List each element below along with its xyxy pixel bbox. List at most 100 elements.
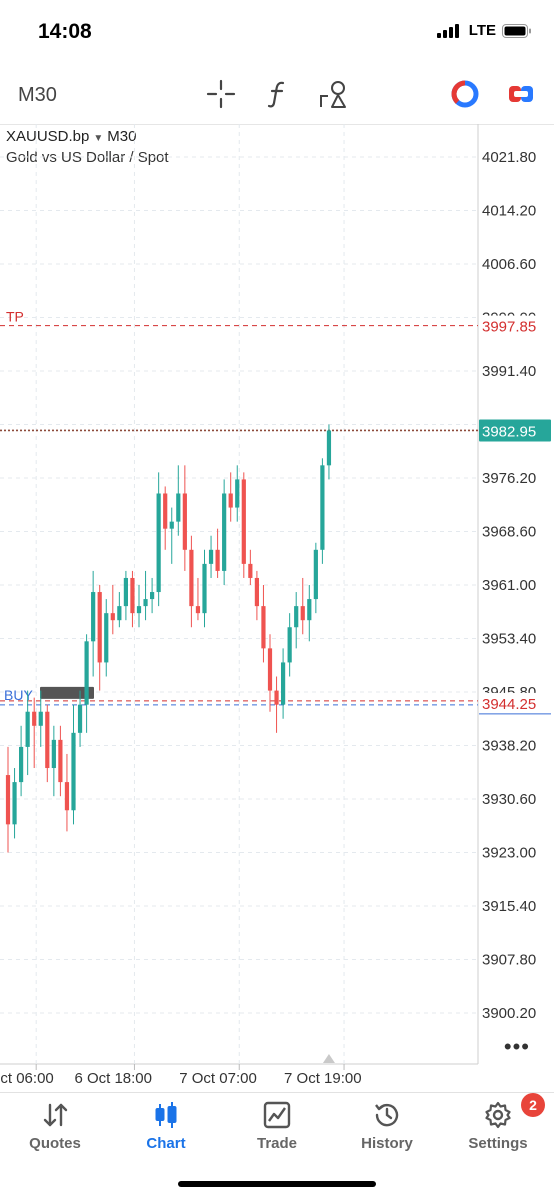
candle-body — [51, 739, 56, 769]
candle-body — [254, 577, 259, 607]
candle-body — [274, 690, 279, 705]
last-price-label: 3982.95 — [482, 423, 536, 440]
candle-body — [222, 493, 227, 571]
candle-body — [313, 549, 318, 600]
tab-quotes[interactable]: Quotes — [0, 1093, 110, 1163]
signal-icon — [436, 23, 459, 38]
function-icon[interactable] — [262, 78, 294, 110]
last-price-badge — [479, 419, 551, 442]
candle-body — [64, 782, 70, 811]
y-tick-label: 4014.20 — [482, 203, 536, 220]
candle-body — [32, 711, 37, 726]
candle-body — [235, 479, 240, 508]
objects-icon[interactable] — [318, 78, 350, 110]
crosshair-icon[interactable] — [205, 78, 237, 110]
candle-body — [281, 662, 286, 705]
candle-body — [110, 613, 115, 621]
candle-body — [38, 711, 43, 726]
symbol-header[interactable]: XAUUSD.bp ▼ M30 — [6, 128, 136, 145]
candle-body — [136, 606, 142, 614]
candle-body — [241, 479, 246, 564]
candle-body — [287, 627, 292, 663]
tab-label: Chart — [146, 1135, 186, 1152]
candle-body — [169, 521, 174, 529]
symbol-timeframe: M30 — [107, 128, 137, 145]
tp-tag: TP — [6, 309, 24, 325]
buy-tag[interactable]: BUY — [4, 687, 33, 703]
candle-body — [12, 782, 17, 825]
candle-body — [150, 592, 155, 600]
chart-toolbar: M30 — [0, 66, 554, 125]
notification-badge: 2 — [521, 1093, 545, 1117]
candle-body — [45, 711, 50, 769]
current-bar-marker-icon — [322, 1054, 335, 1063]
y-tick-label: 3938.20 — [482, 738, 536, 755]
tp-price-label: 3997.85 — [482, 319, 536, 336]
candle-body — [267, 648, 273, 691]
candle-body — [176, 493, 181, 522]
price-chart[interactable]: 4021.804014.204006.603999.003991.403983.… — [0, 124, 554, 1092]
candle-body — [248, 563, 253, 578]
candle-body — [300, 606, 305, 621]
battery-icon — [502, 23, 531, 38]
candle-body — [5, 775, 11, 825]
y-tick-label: 3900.20 — [482, 1005, 536, 1022]
trend-chart-icon — [263, 1101, 291, 1129]
candle-body — [208, 549, 214, 564]
candle-body — [91, 592, 96, 642]
x-tick-label: 7 Oct 19:00 — [284, 1070, 362, 1087]
y-tick-label: 3976.20 — [482, 470, 536, 487]
status-bar: 14:08 LTE — [0, 0, 554, 64]
entry-price-label: 3944.25 — [482, 696, 536, 713]
candlestick-icon — [155, 1102, 177, 1128]
candle-body — [215, 549, 220, 571]
candle-body — [25, 711, 30, 747]
candle-body — [84, 641, 89, 705]
candle-body — [104, 613, 109, 663]
y-tick-label: 3953.40 — [482, 631, 536, 648]
candle-body — [261, 606, 266, 649]
candle-body — [58, 739, 63, 783]
y-tick-label: 3923.00 — [482, 845, 536, 862]
candle-body — [307, 599, 312, 621]
ring-chart-icon[interactable] — [449, 78, 481, 110]
history-clock-icon — [375, 1103, 399, 1127]
candle-body — [182, 493, 187, 550]
symbol-description: Gold vs US Dollar / Spot — [6, 149, 169, 166]
tab-history[interactable]: History — [332, 1093, 442, 1163]
caret-down-icon: ▼ — [93, 133, 104, 144]
tp-label-bg — [479, 315, 551, 336]
candle-body — [117, 606, 122, 621]
candle-body — [143, 599, 148, 607]
status-time: 14:08 — [38, 20, 92, 43]
candle-body — [202, 563, 207, 614]
status-indicators: LTE — [436, 22, 532, 39]
y-tick-label: 3907.80 — [482, 952, 536, 969]
tab-label: History — [361, 1135, 413, 1152]
y-tick-label: 3930.60 — [482, 791, 536, 808]
candle-body — [163, 493, 168, 529]
tab-settings[interactable]: 2 Settings — [443, 1093, 553, 1163]
y-tick-label: 3915.40 — [482, 898, 536, 915]
timeframe-selector[interactable]: M30 — [18, 84, 57, 106]
y-tick-label: 3968.60 — [482, 524, 536, 541]
x-tick-label: 7 Oct 07:00 — [179, 1070, 257, 1087]
tab-chart[interactable]: Chart — [111, 1093, 221, 1163]
candle-body — [195, 606, 201, 614]
candle-body — [97, 592, 102, 663]
x-tick-label: 6 Oct 18:00 — [74, 1070, 152, 1087]
candle-body — [123, 577, 128, 607]
tab-label: Settings — [468, 1135, 528, 1152]
x-tick-label: 6 Oct 06:00 — [0, 1070, 54, 1087]
tab-trade[interactable]: Trade — [222, 1093, 332, 1163]
candle-body — [326, 430, 332, 466]
home-indicator — [178, 1181, 376, 1187]
candle-body — [294, 606, 299, 628]
candle-body — [189, 549, 194, 607]
candle-body — [156, 493, 161, 593]
candle-body — [228, 493, 233, 508]
candle-body — [77, 704, 83, 733]
more-options-icon[interactable]: ••• — [503, 1034, 530, 1059]
one-click-trade-icon[interactable] — [505, 78, 537, 110]
y-tick-label: 3991.40 — [482, 363, 536, 380]
